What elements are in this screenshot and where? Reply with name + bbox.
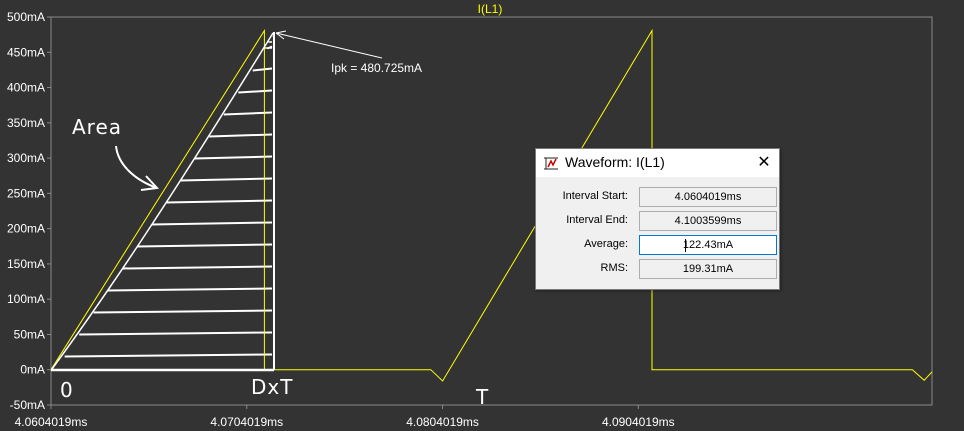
area-arrow-icon xyxy=(115,145,158,189)
y-tick-label: 0mA xyxy=(20,363,45,377)
y-tick-label: 250mA xyxy=(7,186,45,200)
interval-start-label: Interval Start: xyxy=(562,190,628,202)
y-tick-label: -50mA xyxy=(10,398,45,412)
period-label: T xyxy=(475,385,489,409)
plot-title: I(L1) xyxy=(478,2,503,16)
dialog-titlebar[interactable]: Waveform: I(L1) ✕ xyxy=(536,149,779,177)
waveform-dialog[interactable]: Waveform: I(L1) ✕ Interval Start: 4.0604… xyxy=(535,148,780,290)
triangle-hypotenuse xyxy=(51,32,274,370)
trace-i-l1[interactable] xyxy=(50,28,933,382)
rms-field[interactable]: 199.31mA xyxy=(639,259,777,279)
y-tick-label: 150mA xyxy=(7,257,45,271)
y-tick-label: 500mA xyxy=(7,10,45,24)
interval-start-field[interactable]: 4.0604019ms xyxy=(639,187,777,207)
rms-row: RMS: 199.31mA xyxy=(536,259,779,279)
y-tick-label: 300mA xyxy=(7,151,45,165)
average-value: 122.43mA xyxy=(682,239,734,251)
x-axis: 4.0604019ms 4.0704019ms 4.0804019ms 4.09040… xyxy=(15,405,675,429)
close-icon[interactable]: ✕ xyxy=(757,152,771,171)
hatch-line xyxy=(64,353,273,358)
ltspice-waveform-icon xyxy=(544,157,558,170)
y-tick-label: 50mA xyxy=(14,327,45,341)
ipk-leader-line xyxy=(275,32,383,59)
interval-end-field[interactable]: 4.1003599ms xyxy=(639,211,777,231)
text-caret xyxy=(685,239,686,252)
hatch-line xyxy=(238,89,273,94)
y-tick-label: 200mA xyxy=(7,222,45,236)
hatch-line xyxy=(151,221,273,226)
area-arrowhead-icon xyxy=(140,175,160,191)
area-hatching xyxy=(64,35,273,358)
y-tick-label: 350mA xyxy=(7,116,45,130)
hatch-line xyxy=(79,331,273,336)
x-tick-label: 4.0904019ms xyxy=(602,415,675,429)
average-field[interactable]: 122.43mA xyxy=(639,235,777,255)
x-tick-label: 4.0604019ms xyxy=(15,415,88,429)
y-tick-label: 400mA xyxy=(7,81,45,95)
y-tick-label: 450mA xyxy=(7,45,45,59)
ipk-annotation: Ipk = 480.725mA xyxy=(331,61,422,75)
average-row: Average: 122.43mA xyxy=(536,235,779,255)
hatch-line xyxy=(136,243,273,248)
rms-label: RMS: xyxy=(600,262,629,274)
dialog-title: Waveform: I(L1) xyxy=(565,154,665,170)
x-tick-label: 4.0704019ms xyxy=(210,415,283,429)
origin-label: 0 xyxy=(60,378,74,402)
hatch-line xyxy=(122,265,273,270)
interval-end-label: Interval End: xyxy=(566,214,628,226)
interval-start-row: Interval Start: 4.0604019ms xyxy=(536,187,779,207)
area-label: Area xyxy=(72,115,122,139)
plot-frame xyxy=(50,16,933,406)
x-tick-label: 4.0804019ms xyxy=(406,415,479,429)
hatch-line xyxy=(252,67,273,72)
hatch-line xyxy=(209,133,273,138)
ipk-arrowhead-icon xyxy=(275,30,287,40)
y-axis: 500mA 450mA 400mA 350mA 300mA 250mA 200mA 150mA… xyxy=(7,10,51,412)
interval-end-row: Interval End: 4.1003599ms xyxy=(536,211,779,231)
hatch-line xyxy=(108,287,273,292)
hatch-line xyxy=(180,177,273,182)
y-tick-label: 100mA xyxy=(7,292,45,306)
hatch-line xyxy=(165,199,273,204)
average-label: Average: xyxy=(584,238,628,250)
dxt-label: DxT xyxy=(251,375,293,399)
hatch-line xyxy=(93,309,273,314)
hatch-line xyxy=(194,155,273,160)
